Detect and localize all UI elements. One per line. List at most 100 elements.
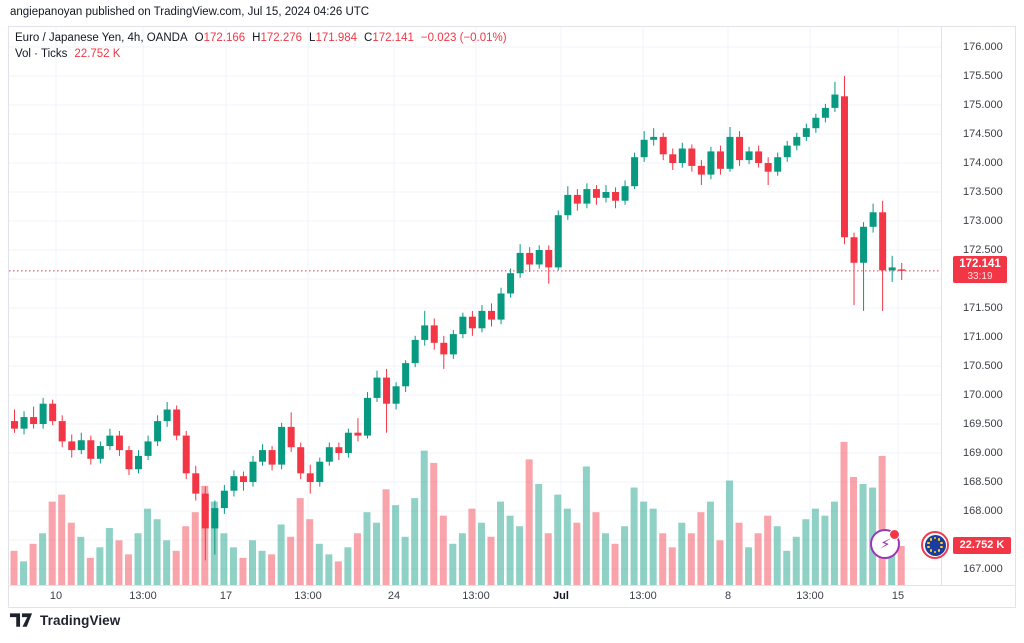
price-axis-label: 172.500 [963, 244, 1003, 256]
candle [363, 392, 371, 439]
volume-bar [516, 526, 524, 586]
time-axis[interactable]: 10 13:00 17 13:00 24 13:00 Jul 13:00 8 13:00 15 [9, 585, 1015, 607]
volume-bar [630, 487, 638, 586]
candle [20, 411, 28, 435]
time-axis-label: 15 [891, 590, 905, 602]
volume-bar [678, 522, 686, 586]
eu-star [929, 549, 933, 552]
volume-bar [191, 512, 199, 586]
candle [125, 446, 133, 476]
candle [11, 409, 18, 433]
flash-icon[interactable]: ⚡ [870, 529, 900, 559]
time-axis-label: 8 [724, 590, 732, 602]
price-axis-label: 168.500 [963, 476, 1003, 488]
volume-bar [563, 508, 571, 586]
volume-bar [77, 536, 85, 586]
candle [344, 428, 352, 458]
volume-bar [754, 533, 762, 586]
volume-bar [334, 561, 342, 586]
last-price-badge: 172.141 33:19 [953, 256, 1007, 283]
chart-legend[interactable]: Euro / Japanese Yen, 4h, OANDA O172.166 H1… [15, 30, 507, 62]
candle [163, 401, 171, 427]
volume-bar [382, 489, 390, 586]
candle [831, 81, 839, 112]
volume-bar [640, 501, 648, 586]
candle [640, 131, 648, 162]
eu-star [940, 545, 943, 549]
candle [201, 486, 209, 561]
price-axis-label: 173.000 [963, 215, 1003, 227]
eu-flag-icon [924, 534, 946, 556]
volume-bar [458, 533, 466, 586]
time-axis-label: 24 [387, 590, 401, 602]
volume-bar [239, 557, 247, 586]
volume-bar [315, 543, 323, 586]
candle [678, 142, 686, 168]
price-axis-label: 175.500 [963, 70, 1003, 82]
candle [87, 435, 95, 465]
volume-bar [506, 515, 514, 586]
volume-bar [497, 501, 505, 586]
legend-volume-row: Vol · Ticks 22.752 K [15, 46, 507, 62]
volume-bar [802, 519, 810, 586]
tradingview-logo-icon[interactable] [10, 613, 33, 628]
ohlc-close-value: 172.141 [372, 32, 414, 44]
time-axis-label: 13:00 [462, 590, 490, 602]
volume-bar [182, 526, 190, 586]
candle [840, 76, 848, 245]
candle [106, 428, 114, 451]
volume-bar [745, 547, 753, 586]
candle [77, 432, 85, 455]
candle [58, 415, 66, 448]
volume-bar [392, 505, 400, 586]
candle [812, 113, 820, 133]
time-axis-label: 17 [219, 590, 233, 602]
volume-bar [830, 501, 838, 586]
volume-bar [859, 484, 867, 586]
candle [736, 131, 744, 166]
volume-bar [850, 477, 858, 586]
volume-bar [601, 533, 609, 586]
volume-bar [306, 519, 314, 586]
candle [449, 330, 457, 360]
candle [783, 140, 791, 162]
notification-dot [889, 529, 900, 540]
volume-bar [468, 508, 476, 586]
candle [325, 442, 333, 466]
volume-bar [105, 527, 113, 586]
volume-bar [726, 480, 733, 586]
eu-star [937, 538, 941, 541]
time-axis-label: 13:00 [294, 590, 322, 602]
candle [564, 186, 572, 220]
candle [259, 444, 267, 466]
volume-bar [153, 519, 161, 586]
candle [621, 180, 629, 205]
volume-bar [811, 508, 819, 586]
volume-layer [10, 441, 905, 586]
eu-star [933, 536, 937, 540]
candlestick-chart-pane[interactable] [9, 27, 942, 586]
candle [602, 185, 610, 203]
volume-bar [487, 536, 495, 586]
symbol-logo-eurjpy[interactable] [921, 531, 949, 559]
ohlc-high-value: 172.276 [260, 32, 303, 44]
candle [354, 418, 362, 442]
tradingview-brand-text[interactable]: TradingView [40, 613, 121, 628]
eu-star [937, 549, 941, 552]
volume-bar [124, 554, 132, 586]
volume-bar [134, 533, 142, 586]
candle [373, 370, 381, 402]
volume-bar [735, 522, 743, 586]
volume-bar [544, 533, 552, 586]
volume-bar [10, 550, 18, 586]
volume-bar [115, 540, 123, 586]
candle [430, 318, 438, 350]
volume-bar [888, 536, 896, 586]
candle [726, 127, 734, 172]
last-price-value: 172.141 [959, 258, 1001, 270]
volume-bar [430, 462, 438, 586]
volume-bar [792, 536, 800, 586]
candle [230, 470, 238, 497]
price-axis[interactable]: 172.141 33:19 22.752 K 176.000 175.500 175… [941, 27, 1015, 586]
